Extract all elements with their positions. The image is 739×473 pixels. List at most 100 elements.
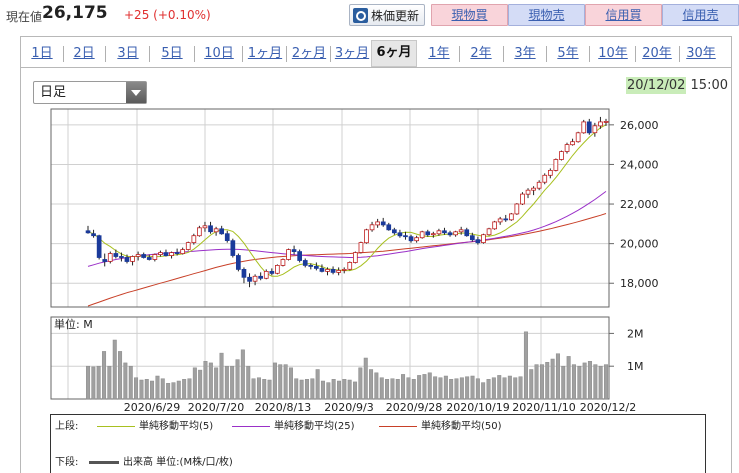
tab-10d[interactable]: 10日	[204, 46, 234, 61]
tab-1d[interactable]: 1日	[31, 46, 53, 61]
candle-body	[481, 234, 486, 243]
candle	[375, 218, 381, 228]
legend-ma50: 単純移動平均(50)	[375, 417, 502, 432]
candle-body	[581, 121, 587, 134]
candle-body	[464, 229, 470, 237]
ma5-label: 単純移動平均(5)	[139, 421, 214, 432]
candle-body	[313, 265, 319, 269]
tab-5d[interactable]: 5日	[161, 46, 183, 61]
refresh-price-button[interactable]: 株価更新	[349, 4, 425, 26]
candle	[380, 217, 386, 227]
candle	[581, 119, 587, 134]
volume-bar	[102, 351, 107, 400]
candle-body	[113, 253, 119, 257]
tab-10y[interactable]: 10年	[598, 46, 628, 61]
candle	[252, 274, 258, 286]
tab-30y[interactable]: 30年	[686, 46, 716, 61]
volume-bar	[139, 379, 144, 400]
volume-bar	[427, 372, 432, 400]
volume-bar	[539, 364, 544, 400]
volume-bar	[134, 377, 139, 400]
tab-separator	[679, 46, 680, 62]
ma50-swatch	[379, 425, 417, 427]
candle-body	[575, 132, 581, 143]
volume-bar	[203, 361, 208, 400]
margin-buy-button[interactable]: 信用買	[585, 4, 662, 26]
volume-bar	[534, 364, 539, 400]
volume-bar	[443, 375, 448, 400]
candle-body	[180, 249, 185, 255]
candle	[531, 186, 536, 196]
tab-2m[interactable]: 2ヶ月	[291, 46, 327, 61]
candle	[548, 168, 553, 179]
volume-bar	[288, 367, 293, 400]
volume-bar	[555, 353, 560, 400]
candle-body	[403, 235, 408, 238]
candle	[447, 230, 453, 237]
candle	[319, 264, 325, 273]
volume-bar	[246, 365, 251, 400]
candle	[330, 266, 336, 275]
candle	[230, 238, 236, 258]
volume-bar	[502, 377, 507, 400]
candle-body	[330, 268, 336, 273]
tab-20y[interactable]: 20年	[642, 46, 672, 61]
date-tick-label: 2020/8/13	[255, 401, 311, 414]
candle	[458, 226, 464, 235]
tab-6m[interactable]: 6ヶ月	[371, 40, 417, 67]
volume-tick-label: 2M	[627, 327, 644, 340]
candle-body	[475, 239, 481, 244]
volume-bar	[454, 378, 459, 400]
price-axis: 18,000 20,000 22,000 24,000 26,000	[609, 119, 659, 290]
candle-interval-select[interactable]: 日足	[33, 81, 147, 104]
volume-unit-label: 単位: M	[54, 317, 93, 331]
tab-1y[interactable]: 1年	[428, 46, 450, 61]
volume-bar	[379, 377, 384, 400]
volume-bar	[256, 377, 261, 400]
tab-3y[interactable]: 3年	[514, 46, 536, 61]
price-frame	[50, 108, 610, 308]
tab-separator	[546, 46, 547, 62]
volume-bar	[315, 369, 320, 400]
volume-bar	[604, 364, 609, 400]
candle-body	[492, 221, 498, 230]
candle-body	[553, 159, 559, 171]
chart-timestamp: 20/12/02 15:00	[626, 77, 728, 94]
volume-bar	[144, 379, 149, 400]
tab-separator	[589, 46, 590, 62]
candle	[258, 272, 264, 281]
tab-5y[interactable]: 5年	[557, 46, 579, 61]
refresh-label: 株価更新	[371, 8, 420, 23]
candle	[403, 231, 408, 240]
volume-swatch	[89, 460, 119, 464]
cash-buy-button[interactable]: 現物買	[431, 4, 508, 26]
candle-body	[397, 232, 403, 237]
candle	[263, 269, 269, 280]
volume-bar	[475, 378, 480, 400]
tab-2y[interactable]: 2年	[470, 46, 492, 61]
volume-bar	[272, 362, 277, 400]
legend-upper-row: 上段: 単純移動平均(5) 単純移動平均(25) 単純移動平均(50)	[55, 417, 502, 432]
tab-1m[interactable]: 1ヶ月	[247, 46, 283, 61]
volume-bar	[459, 377, 464, 400]
candle-interval-value: 日足	[40, 85, 67, 100]
tab-3m[interactable]: 3ヶ月	[334, 46, 370, 61]
volume-bar	[566, 356, 571, 400]
candle-body	[380, 221, 386, 226]
candle-body	[414, 237, 420, 242]
candle	[508, 212, 514, 221]
volume-bar	[433, 376, 438, 400]
tab-2d[interactable]: 2日	[73, 46, 95, 61]
date-axis: 2020/6/29 2020/7/20 2020/8/13 2020/9/3 2020/…	[124, 401, 636, 414]
volume-bar	[91, 366, 96, 400]
volume-bar	[96, 365, 101, 400]
volume-bar	[449, 379, 454, 400]
candle-body	[514, 203, 520, 215]
candle-body	[358, 242, 364, 253]
volume-bar	[310, 378, 315, 400]
candle-body	[235, 255, 241, 270]
cash-sell-button[interactable]: 現物売	[508, 4, 585, 26]
candle	[336, 267, 342, 276]
tab-3d[interactable]: 3日	[117, 46, 139, 61]
volume-bar	[278, 364, 283, 400]
